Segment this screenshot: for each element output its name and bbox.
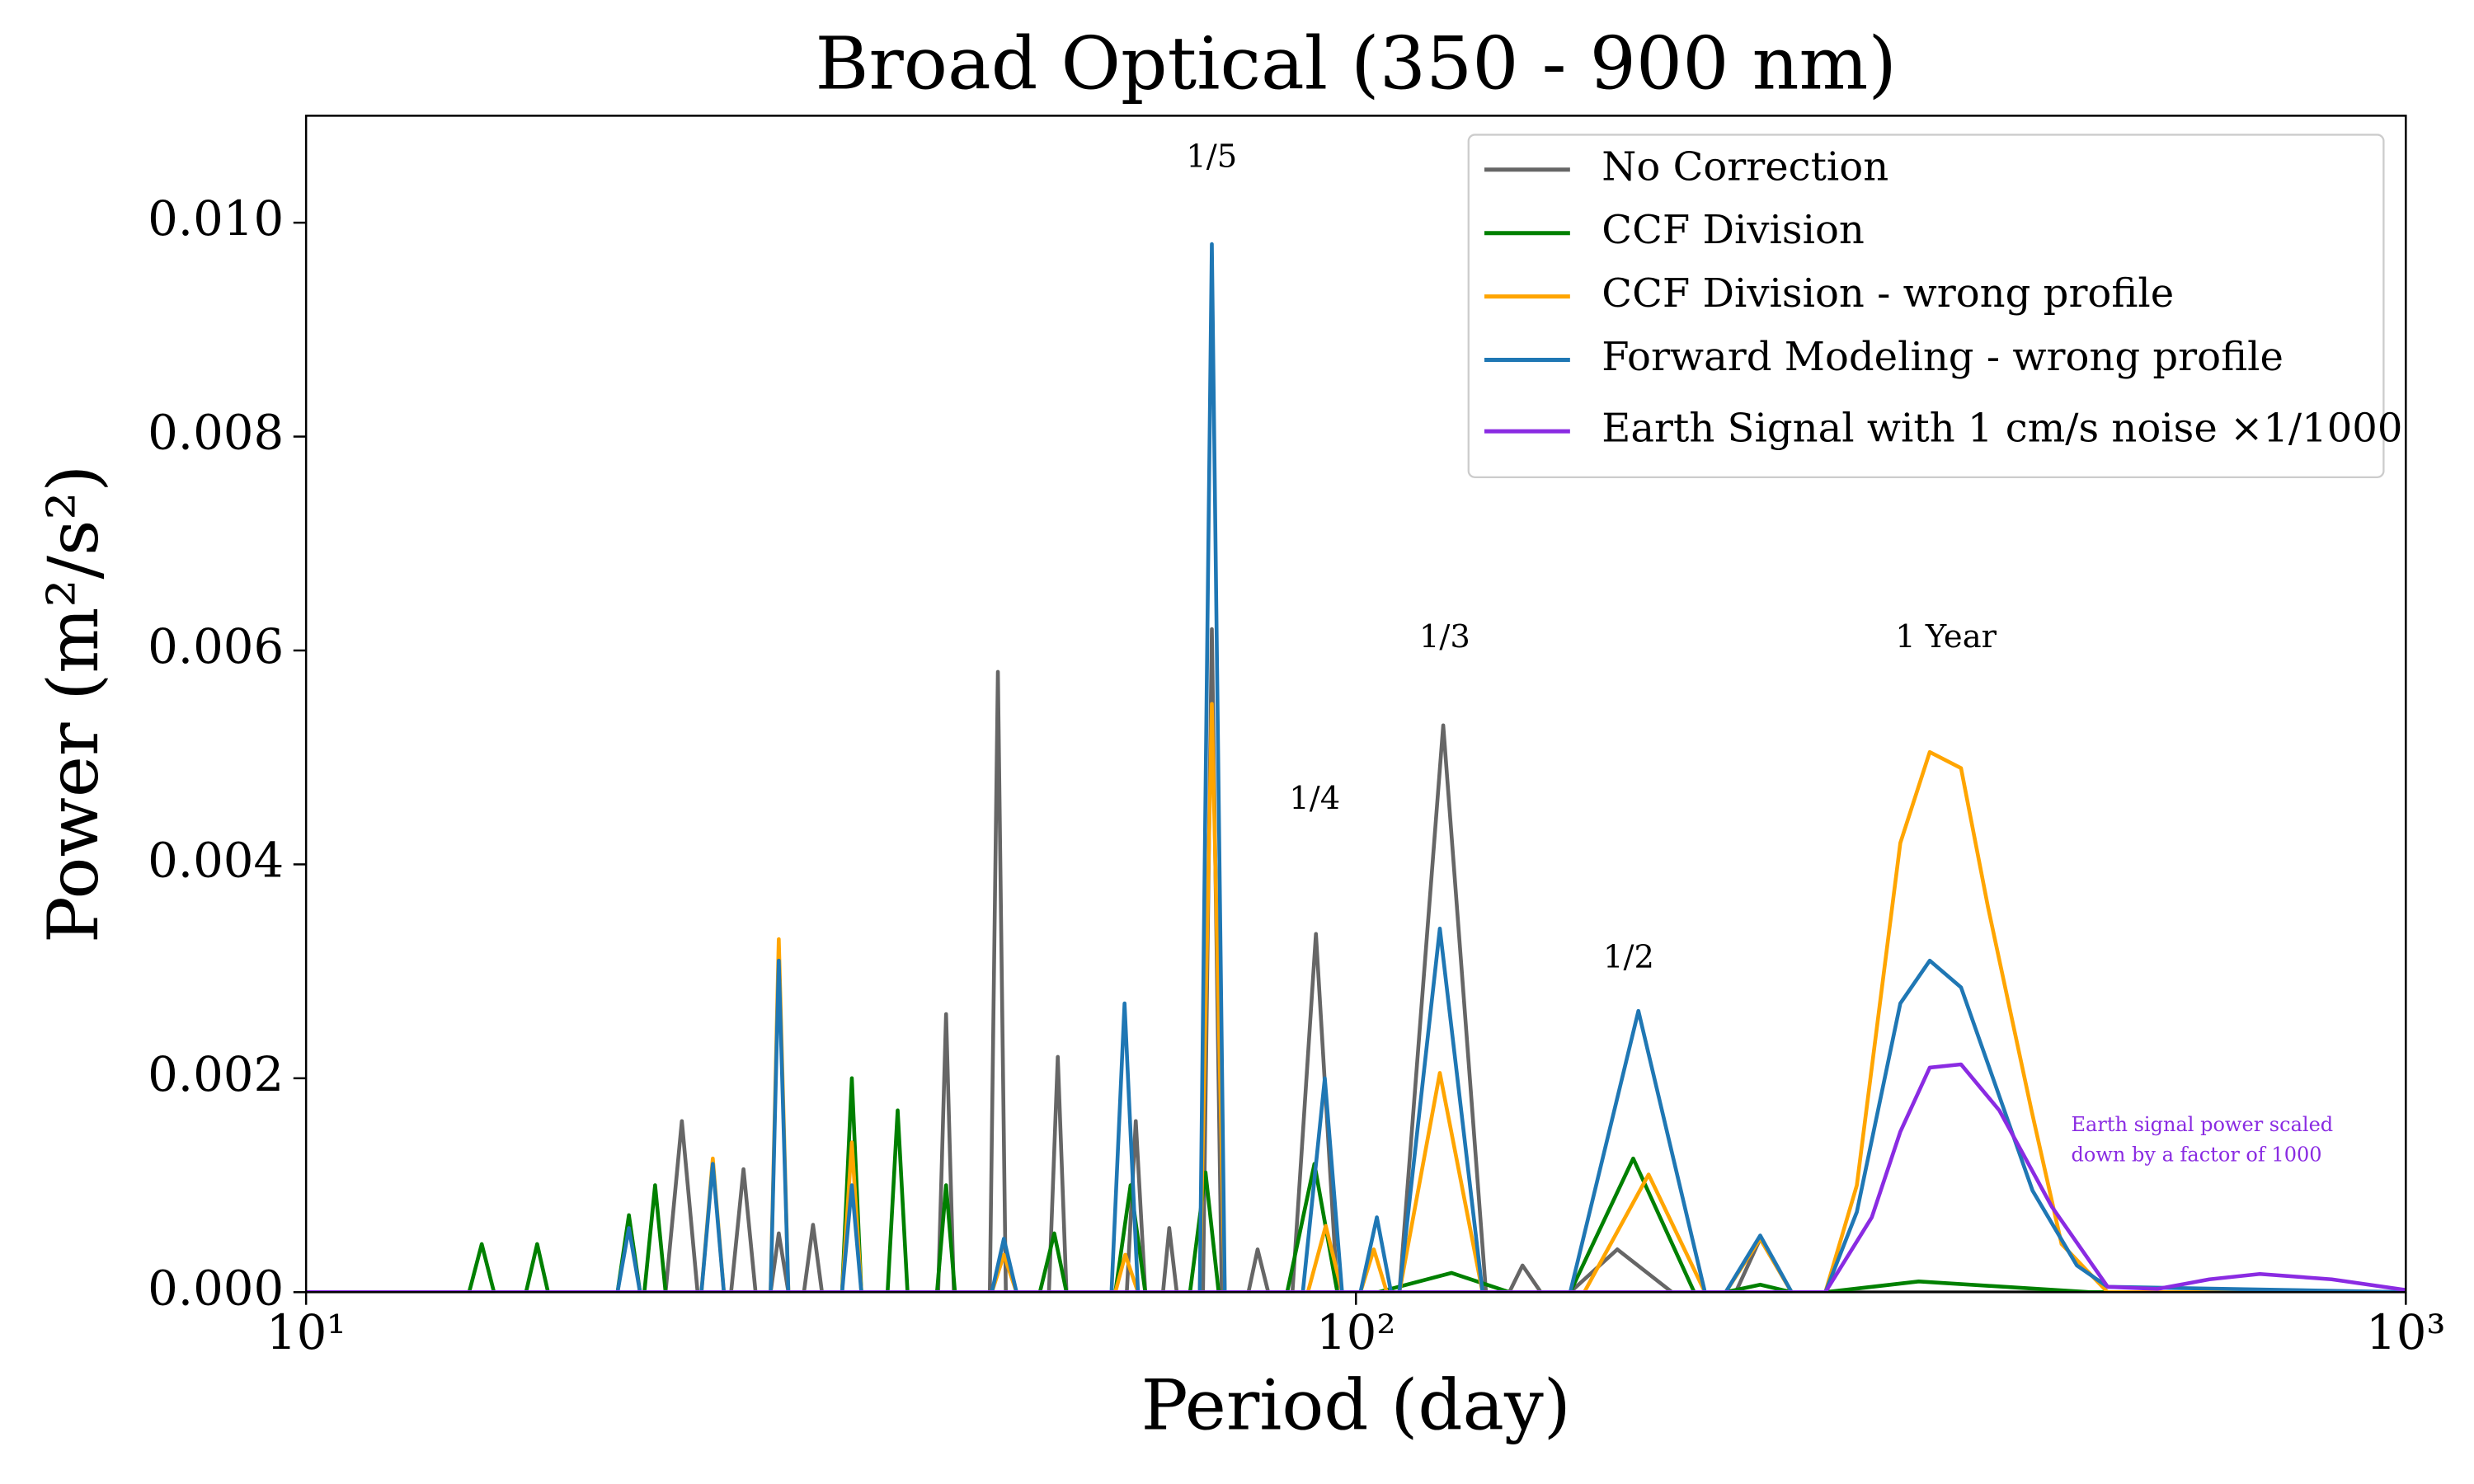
y-tick-label: 0.004	[148, 832, 284, 888]
annotation: 1/2	[1603, 938, 1654, 975]
annotation: 1/4	[1289, 780, 1340, 817]
legend-label: Forward Modeling - wrong profile	[1602, 334, 2284, 380]
note: Earth signal power scaled	[2072, 1113, 2334, 1136]
series-line	[306, 627, 2406, 1293]
y-tick-label: 0.002	[148, 1046, 284, 1102]
plot-frame	[304, 115, 2407, 1294]
y-tick-label: 0.006	[148, 618, 284, 674]
legend-label: No Correction	[1602, 143, 1888, 190]
x-tick-label: 10¹	[266, 1304, 346, 1360]
annotation: 1/5	[1186, 138, 1237, 175]
x-tick-label: 10³	[2366, 1304, 2446, 1360]
y-tick-label: 0.000	[148, 1260, 284, 1316]
series-line	[306, 242, 2406, 1293]
chart-title: Broad Optical (350 - 900 nm)	[816, 21, 1897, 106]
annotation: 1/3	[1419, 618, 1470, 655]
legend-label: CCF Division - wrong profile	[1602, 270, 2174, 317]
series-line	[306, 1062, 2406, 1293]
y-axis-label: Power (m²/s²)	[32, 465, 114, 943]
y-tick-label: 0.008	[148, 405, 284, 461]
annotation: 1 Year	[1895, 618, 1997, 655]
plot-lines	[306, 242, 2406, 1293]
note: down by a factor of 1000	[2072, 1143, 2322, 1166]
legend-label: Earth Signal with 1 cm/s noise ×1/1000	[1602, 406, 2402, 452]
x-axis-label: Period (day)	[1141, 1364, 1571, 1446]
legend-box	[1467, 134, 2385, 478]
y-tick-label: 0.010	[148, 190, 284, 247]
x-tick-label: 10²	[1316, 1304, 1396, 1360]
legend-label: CCF Division	[1602, 207, 1865, 253]
